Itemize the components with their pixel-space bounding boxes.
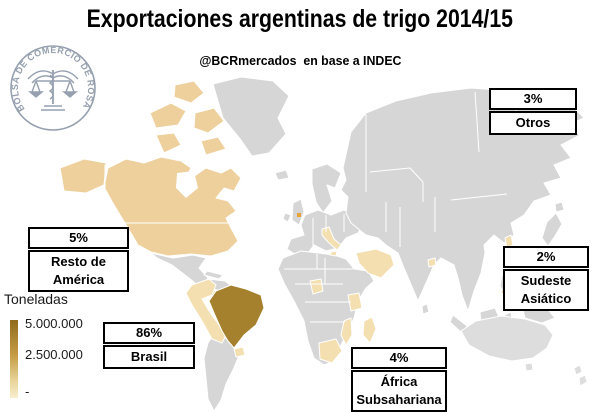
page-title-text: Exportaciones argentinas de trigo 2014/1… — [86, 5, 514, 33]
region-hokkaido — [554, 201, 565, 213]
us-canada-border — [104, 165, 228, 224]
region-cuba — [203, 270, 224, 280]
region-north-america — [103, 156, 242, 257]
region-south-africa — [318, 338, 343, 364]
callout-brasil-label: Brasil — [130, 349, 168, 364]
callout-sudeste-asiatico-label-1: Sudeste — [520, 273, 572, 288]
legend-mid-label: 2.500.000 — [25, 347, 83, 362]
region-iceland — [274, 169, 290, 181]
region-south-korea — [504, 234, 514, 249]
region-bangladesh — [427, 257, 437, 268]
region-madagascar — [362, 316, 377, 344]
region-saudi-arabia — [355, 248, 395, 279]
callout-brasil: 86% Brasil — [103, 322, 195, 369]
bcr-logo: BOLSA DE COMERCIO DE ROSARIO — [8, 44, 96, 131]
region-tasmania — [524, 362, 534, 372]
region-brazil — [208, 284, 265, 349]
legend-max-label: 5.000.000 — [25, 316, 83, 331]
region-japan — [541, 212, 563, 247]
callout-resto-america-pct: 5% — [28, 227, 129, 249]
region-ireland — [282, 212, 292, 223]
region-scandinavia — [311, 163, 342, 214]
callout-africa-subsahariana: 4% África Subsahariana — [351, 347, 447, 412]
region-mozambique — [340, 317, 353, 346]
page-subtitle: @BCRmercados en base a INDEC — [0, 52, 600, 70]
callout-sudeste-asiatico-label-2: Asiático — [520, 291, 572, 306]
region-uruguay — [233, 346, 246, 358]
callout-sudeste-asiatico: 2% Sudeste Asiático — [503, 246, 589, 311]
page-title: Exportaciones argentinas de trigo 2014/1… — [0, 5, 600, 34]
region-kenya-uganda — [347, 292, 363, 312]
callout-resto-america-label-1: Resto de — [51, 254, 106, 269]
region-sri-lanka — [421, 303, 430, 315]
legend-gradient-bar — [10, 320, 18, 398]
region-greenland — [212, 76, 290, 157]
callout-otros-pct: 3% — [489, 88, 577, 110]
africa-borders — [284, 254, 353, 323]
legend-min-label: - — [25, 384, 30, 399]
region-italy — [321, 226, 342, 257]
region-arctic-islands — [149, 80, 227, 156]
region-australia — [460, 315, 554, 362]
hudson-bay — [176, 171, 198, 198]
region-alaska — [59, 158, 107, 194]
region-new-zealand — [573, 364, 588, 387]
region-nigeria — [309, 278, 324, 295]
callout-africa-subsahariana-label-2: Subsahariana — [356, 392, 442, 407]
callout-africa-subsahariana-label-1: África — [380, 374, 418, 389]
world-choropleth-map — [59, 76, 588, 412]
callout-otros: 3% Otros — [489, 88, 577, 135]
page-subtitle-text: @BCRmercados en base a INDEC — [198, 53, 402, 68]
callout-brasil-pct: 86% — [103, 322, 195, 344]
callout-sudeste-asiatico-pct: 2% — [503, 246, 589, 268]
caduceus-scales-icon — [27, 70, 79, 111]
callout-resto-america-label-2: América — [52, 272, 105, 287]
callout-otros-label: Otros — [515, 115, 551, 130]
legend-title: Toneladas — [4, 291, 68, 307]
region-netherlands-highlight — [297, 213, 301, 217]
europe-borders — [312, 214, 345, 246]
callout-resto-america: 5% Resto de América — [28, 227, 129, 292]
callout-africa-subsahariana-pct: 4% — [351, 347, 447, 369]
region-uk — [291, 198, 305, 226]
